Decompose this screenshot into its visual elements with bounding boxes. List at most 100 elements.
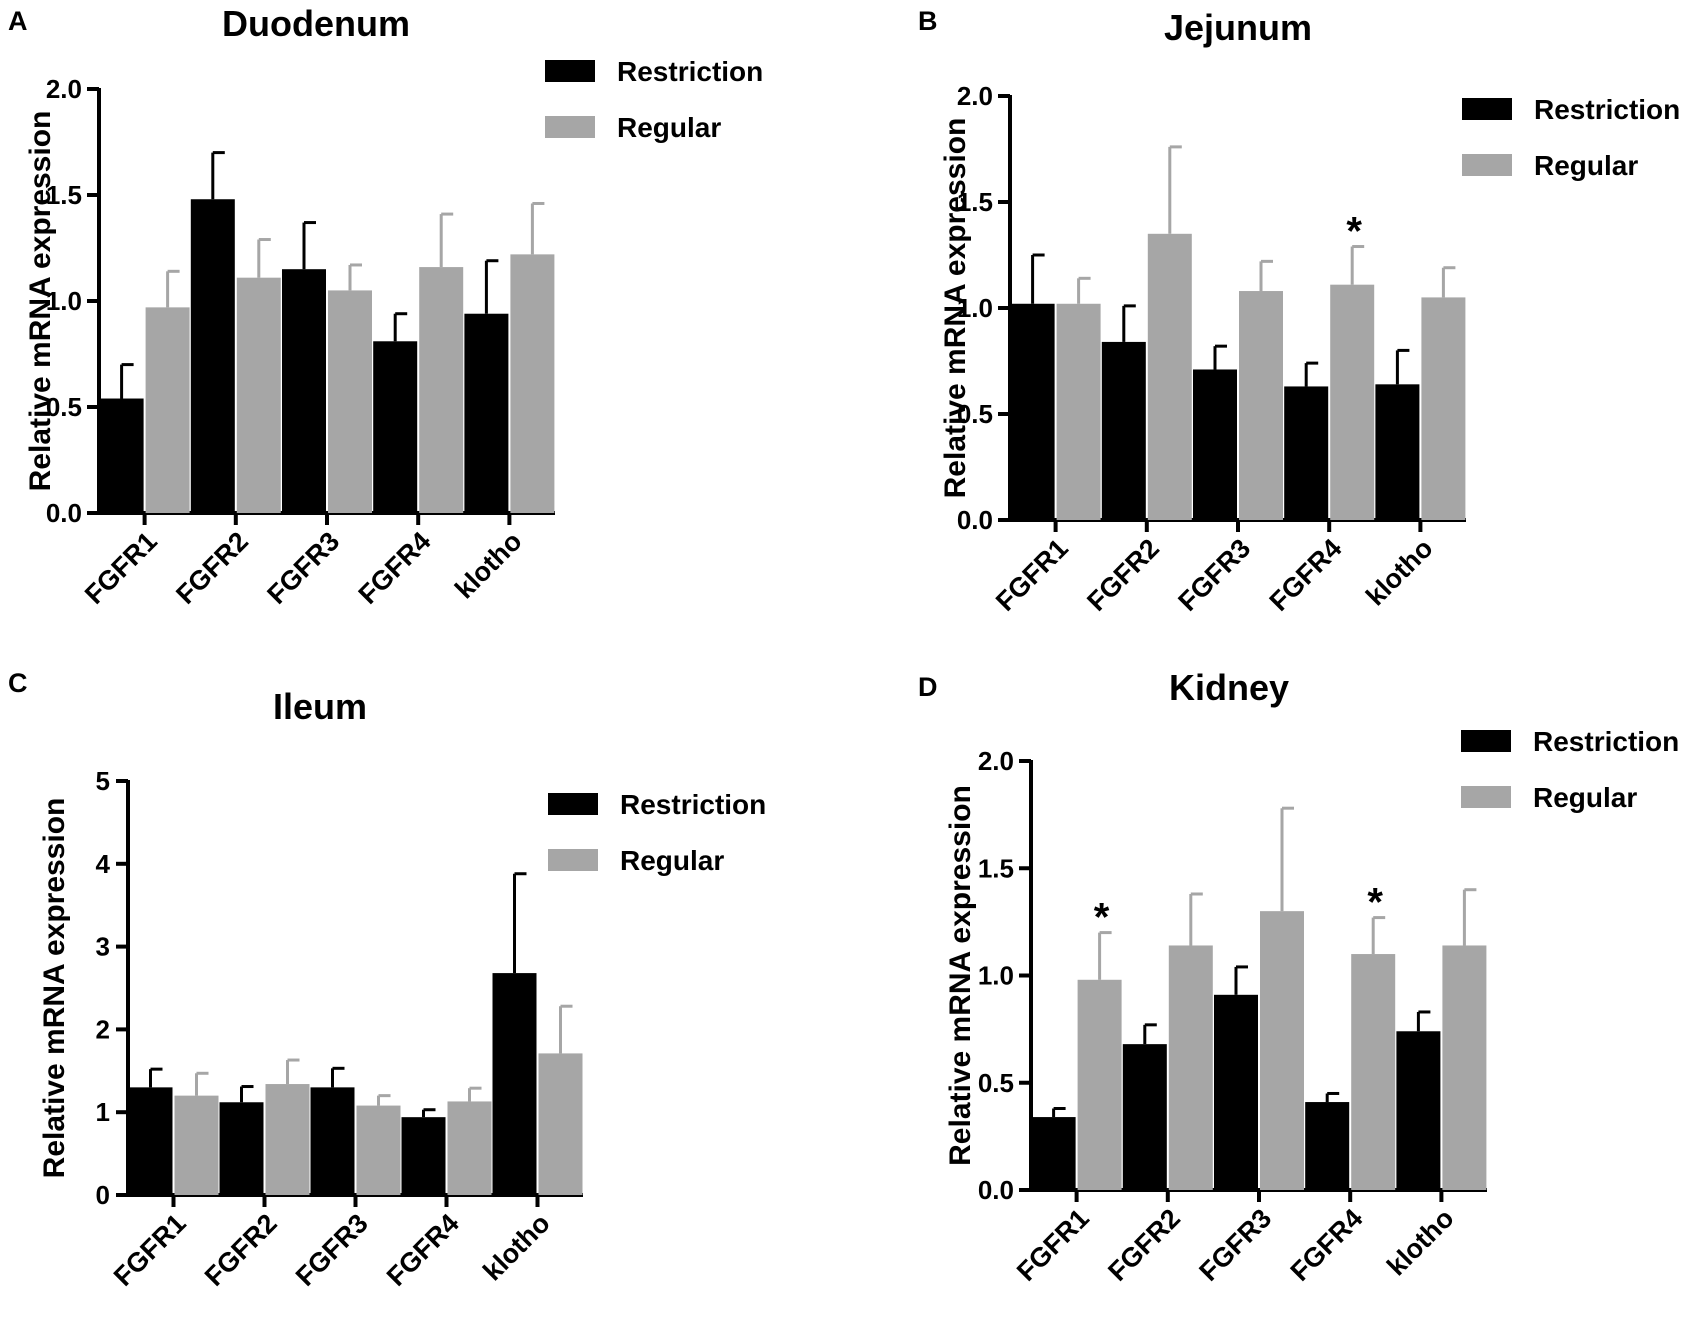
x-tick-label: FGFR1 [108,1208,192,1292]
bar-regular [1330,284,1375,520]
bar-regular [1168,945,1213,1190]
x-tick-label: FGFR2 [1102,1203,1186,1287]
y-tick-label: 0.0 [46,498,82,528]
legend-label-regular: Regular [620,845,724,876]
legend-label-restriction: Restriction [1534,94,1680,125]
x-tick-label: FGFR1 [79,526,163,610]
bar-regular [1421,297,1466,520]
bar-restriction [492,973,537,1195]
y-tick-label: 0.5 [957,399,993,429]
x-tick-label: FGFR3 [1172,533,1256,617]
y-tick-label: 0 [96,1180,110,1210]
bar-regular [1260,911,1304,1190]
y-axis-label: Relative mRNA expression [944,785,977,1166]
bar-regular [1056,303,1101,520]
legend-swatch-restriction [1461,730,1511,752]
y-tick-label: 1 [96,1097,110,1127]
bar-restriction [99,398,144,513]
x-tick-label: FGFR4 [1285,1203,1369,1287]
x-tick-label: FGFR3 [261,526,345,610]
y-tick-label: 0.5 [46,392,82,422]
chart-panel-c: C Ileum Relative mRNA expression 0 1 2 3 4 5 FGFR… [8,668,766,1292]
bar-regular [356,1105,401,1195]
x-tick-label: FGFR1 [990,533,1074,617]
chart-panel-b: B Jejunum Relative mRNA expression 0.0 0.5 1.… [918,6,1680,617]
bar-restriction [401,1117,446,1195]
x-tick-label: FGFR2 [1081,533,1165,617]
bar-regular [328,290,372,513]
x-tick-label: FGFR4 [381,1208,465,1292]
y-tick-label: 1.5 [978,853,1014,883]
chart-title: Jejunum [1164,7,1312,48]
legend-swatch-regular [545,116,595,138]
bar-restriction [1284,386,1329,520]
y-tick-label: 1.0 [978,961,1014,991]
bar-regular [1239,291,1283,520]
legend-swatch-regular [1461,786,1511,808]
y-tick-label: 5 [96,766,110,796]
legend-swatch-regular [1462,154,1512,176]
panel-label: B [918,6,938,36]
legend-label-regular: Regular [617,112,721,143]
legend-swatch-restriction [548,793,598,815]
legend-swatch-restriction [545,60,595,82]
significance-marker: * [1094,896,1110,940]
bar-regular [145,307,190,513]
bar-restriction [1101,341,1146,520]
x-tick-label: FGFR1 [1011,1203,1095,1287]
y-tick-label: 2.0 [46,74,82,104]
y-tick-label: 4 [96,849,111,879]
y-tick-label: 1.5 [46,180,82,210]
bar-regular [447,1101,492,1195]
legend-label-restriction: Restriction [620,789,766,820]
bar-restriction [128,1087,173,1195]
chart-title: Ileum [273,686,367,727]
bar-restriction [373,341,418,513]
bar-restriction [282,269,326,513]
bar-regular [236,277,281,513]
y-tick-label: 2 [96,1014,110,1044]
bar-regular [265,1084,310,1195]
x-tick-label: klotho [449,526,527,604]
y-tick-label: 1.0 [957,293,993,323]
legend-label-regular: Regular [1534,150,1638,181]
bar-restriction [464,313,509,513]
x-tick-label: FGFR2 [170,526,254,610]
significance-marker: * [1367,881,1383,925]
y-axis-label: Relative mRNA expression [38,798,71,1179]
bar-restriction [1375,384,1420,520]
y-tick-label: 2.0 [978,746,1014,776]
bar-regular [510,254,555,514]
chart-title: Kidney [1169,667,1289,708]
bar-restriction [1031,1117,1076,1190]
bar-regular [1147,233,1192,521]
bar-regular [419,267,464,513]
x-tick-label: FGFR2 [199,1208,283,1292]
y-tick-label: 2.0 [957,81,993,111]
x-tick-label: FGFR4 [1264,533,1348,617]
bar-restriction [1396,1031,1441,1190]
bar-restriction [1214,994,1258,1190]
panel-label: D [918,672,938,702]
x-tick-label: klotho [477,1208,555,1286]
significance-marker: * [1346,210,1362,254]
y-tick-label: 1.0 [46,286,82,316]
bar-regular [174,1095,219,1195]
legend-swatch-regular [548,849,598,871]
bar-restriction [1122,1044,1167,1190]
y-axis-label: Relative mRNA expression [939,118,972,499]
bar-restriction [1010,303,1055,520]
bar-restriction [1305,1102,1350,1190]
y-tick-label: 3 [96,932,110,962]
bar-regular [1077,979,1122,1190]
bar-regular [1351,954,1396,1190]
bar-restriction [219,1102,264,1195]
y-tick-label: 1.5 [957,187,993,217]
bar-restriction [310,1087,355,1195]
panel-label: C [8,668,28,698]
y-tick-label: 0.0 [957,505,993,535]
x-tick-label: FGFR4 [353,526,437,610]
